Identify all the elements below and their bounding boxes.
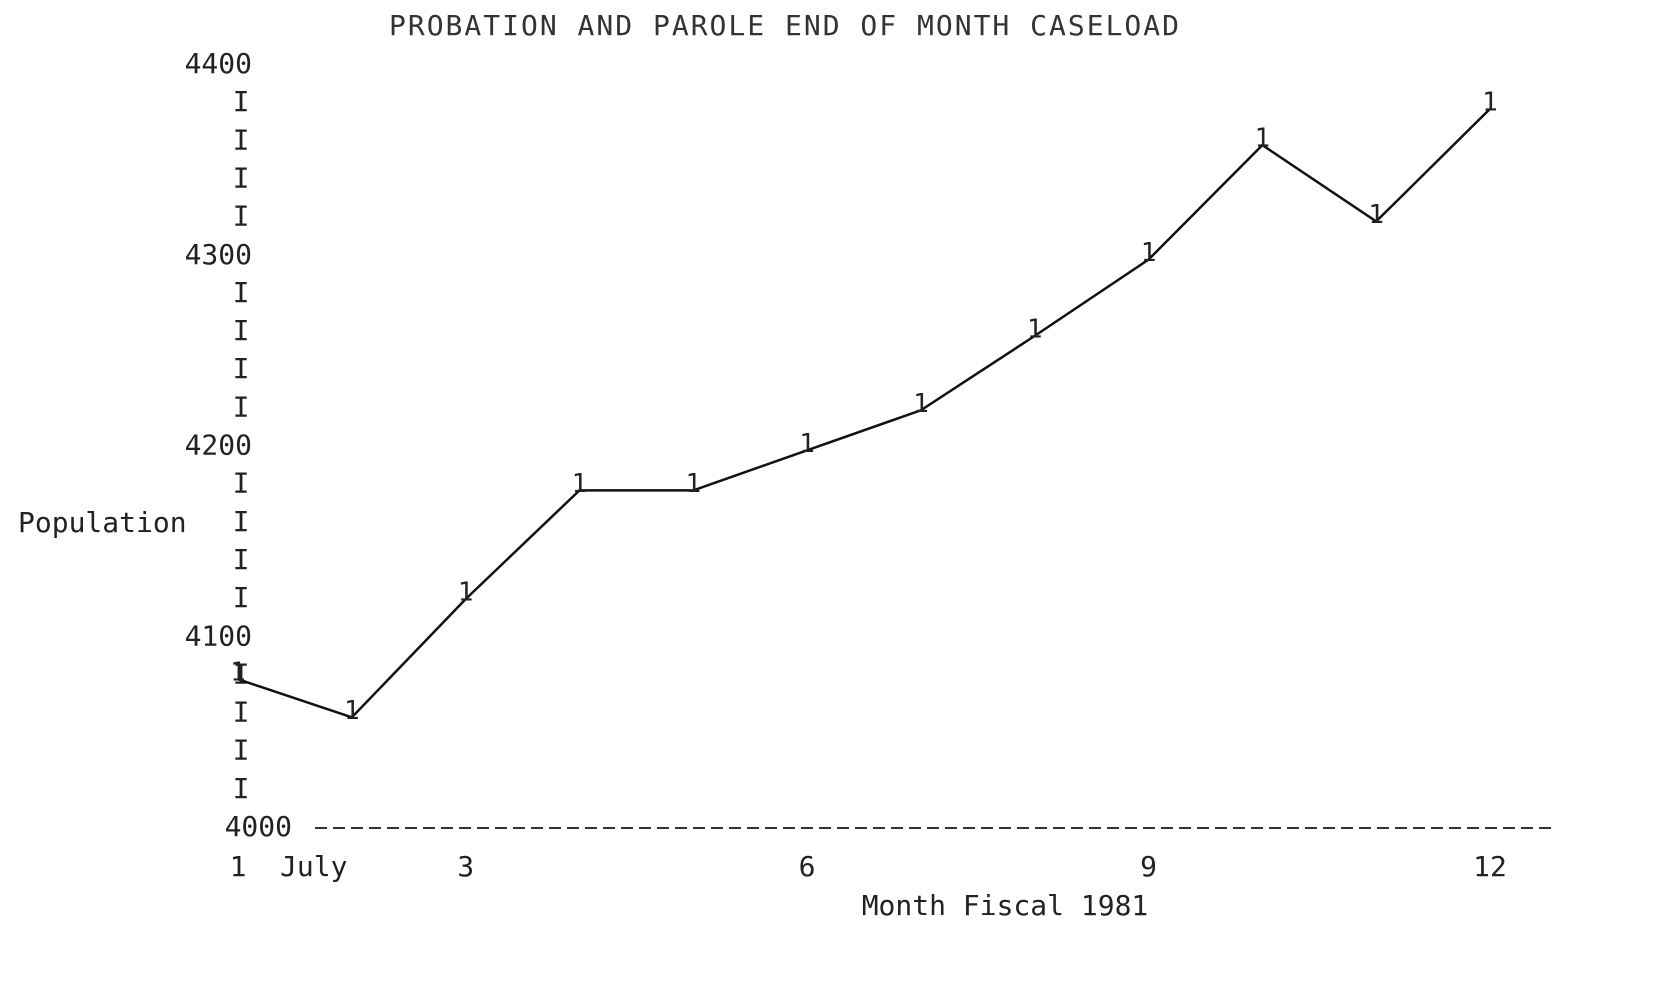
- point-marker: 1: [1368, 200, 1384, 230]
- point-marker: 1: [458, 578, 474, 608]
- y-tick-label: 4400: [185, 47, 252, 80]
- y-minor-tick: I: [233, 352, 250, 385]
- y-minor-tick: I: [233, 467, 250, 500]
- y-tick-label: 4000: [225, 810, 292, 843]
- x-tick-label: 1: [230, 850, 247, 883]
- y-tick-label: 4300: [185, 238, 252, 271]
- point-marker: 1: [1141, 238, 1157, 268]
- x-tick-label: 12: [1473, 850, 1507, 883]
- y-minor-tick: I: [233, 696, 250, 729]
- y-minor-tick: I: [233, 314, 250, 347]
- point-marker: 1: [344, 696, 360, 726]
- y-minor-tick: I: [233, 772, 250, 805]
- y-axis-label: Population: [18, 506, 187, 539]
- point-marker: 1: [685, 469, 701, 499]
- y-minor-tick: I: [233, 734, 250, 767]
- point-marker: 1: [1027, 314, 1043, 344]
- x-tick-label: 6: [799, 850, 816, 883]
- series-line: [237, 107, 1491, 719]
- y-minor-tick: I: [233, 276, 250, 309]
- chart-title: PROBATION AND PAROLE END OF MONTH CASELO…: [389, 9, 1181, 42]
- x-annotation: July: [280, 850, 347, 883]
- x-tick-label: 3: [457, 850, 474, 883]
- y-minor-tick: I: [233, 581, 250, 614]
- y-minor-tick: I: [233, 543, 250, 576]
- y-minor-tick: I: [233, 123, 250, 156]
- y-tick-label: 4100: [185, 619, 252, 652]
- y-minor-tick: I: [233, 200, 250, 233]
- point-marker: 1: [572, 469, 588, 499]
- point-marker: 1: [913, 389, 929, 419]
- y-minor-tick: I: [233, 390, 250, 423]
- y-minor-tick: I: [233, 505, 250, 538]
- point-marker: 1: [230, 658, 246, 688]
- y-tick-label: 4200: [185, 429, 252, 462]
- y-minor-tick: I: [233, 161, 250, 194]
- x-tick-label: 9: [1140, 850, 1157, 883]
- point-marker: 1: [1482, 87, 1498, 117]
- x-axis-label: Month Fiscal 1981: [862, 889, 1149, 922]
- point-marker: 1: [799, 429, 815, 459]
- point-marker: 1: [1255, 124, 1271, 154]
- y-minor-tick: I: [233, 85, 250, 118]
